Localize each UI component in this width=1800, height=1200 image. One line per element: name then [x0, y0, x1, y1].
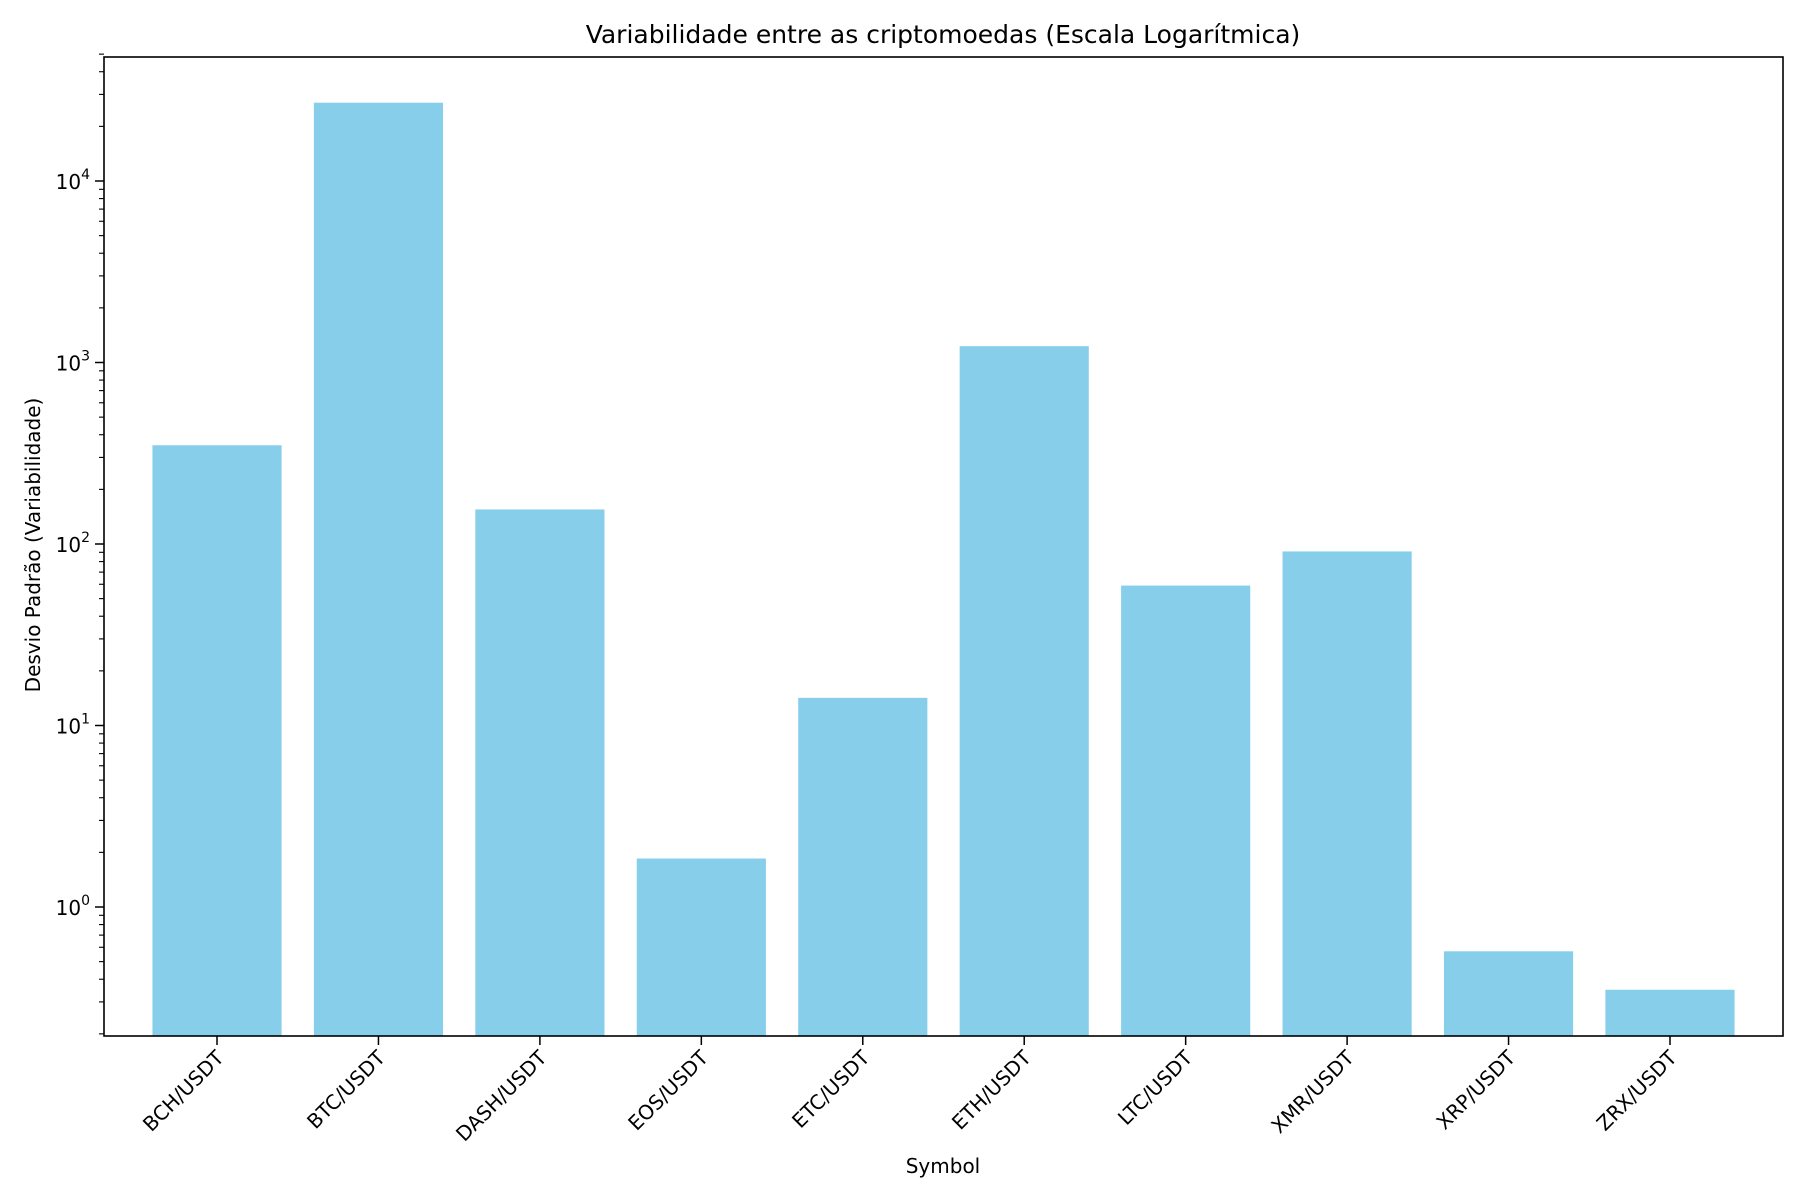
bar-xmr-usdt — [1283, 551, 1412, 1036]
y-tick-base: 10 — [56, 352, 81, 376]
y-tick-base: 10 — [56, 715, 81, 739]
x-tick-label: XRP/USDT — [1431, 1045, 1520, 1134]
y-tick-label: 103 — [56, 349, 90, 376]
y-tick-base: 10 — [56, 896, 81, 920]
bar-xrp-usdt — [1444, 951, 1573, 1036]
y-tick-exponent: 3 — [81, 349, 90, 365]
bar-zrx-usdt — [1605, 990, 1734, 1036]
bars-group — [152, 103, 1734, 1036]
y-tick-exponent: 4 — [81, 167, 90, 183]
y-tick-label: 101 — [56, 712, 90, 739]
x-tick-label: ZRX/USDT — [1592, 1045, 1682, 1135]
x-tick-label: ETH/USDT — [947, 1045, 1036, 1134]
y-tick-base: 10 — [56, 170, 81, 194]
y-tick-exponent: 1 — [81, 712, 90, 728]
y-tick-label: 102 — [56, 530, 90, 557]
y-tick-exponent: 0 — [81, 893, 90, 909]
x-tick-label: XMR/USDT — [1266, 1045, 1359, 1138]
bar-etc-usdt — [798, 698, 927, 1036]
x-tick-label: ETC/USDT — [787, 1045, 875, 1133]
bar-btc-usdt — [314, 103, 443, 1036]
x-tick-label: BTC/USDT — [302, 1045, 391, 1134]
y-axis-label: Desvio Padrão (Variabilidade) — [21, 398, 45, 693]
x-tick-label: LTC/USDT — [1113, 1045, 1198, 1130]
chart-title: Variabilidade entre as criptomoedas (Esc… — [586, 20, 1301, 49]
x-ticks-group: BCH/USDT BTC/USDT DASH/USDT EOS/USDT ETC/USD… — [138, 1036, 1682, 1146]
bar-eos-usdt — [637, 859, 766, 1036]
bar-dash-usdt — [475, 509, 604, 1036]
y-tick-label: 100 — [56, 893, 90, 920]
x-tick-label: DASH/USDT — [451, 1045, 552, 1146]
y-tick-label: 104 — [56, 167, 90, 194]
x-axis-label: Symbol — [906, 1154, 981, 1178]
x-tick-label: BCH/USDT — [138, 1045, 229, 1136]
bar-ltc-usdt — [1121, 586, 1250, 1036]
bar-bch-usdt — [152, 445, 281, 1036]
y-tick-exponent: 2 — [81, 530, 90, 546]
x-tick-label: EOS/USDT — [623, 1045, 713, 1135]
y-tick-base: 10 — [56, 533, 81, 557]
bar-eth-usdt — [960, 346, 1089, 1036]
